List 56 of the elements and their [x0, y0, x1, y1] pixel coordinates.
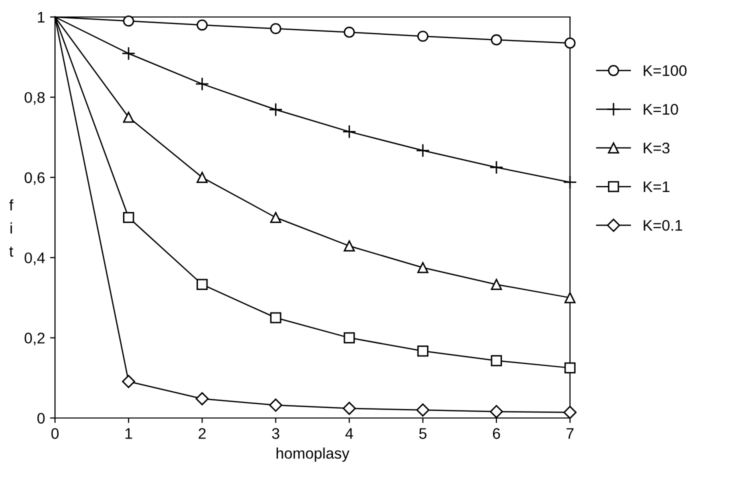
point: [268, 102, 283, 117]
point: [196, 392, 209, 406]
point: [342, 402, 356, 415]
point: [270, 23, 282, 34]
point: [270, 312, 282, 324]
legend-label: K=0.1: [644, 220, 682, 231]
x-tick-label: 6: [492, 428, 500, 439]
point: [417, 262, 428, 274]
point: [123, 112, 134, 123]
legend-label: K=10: [644, 104, 678, 115]
point: [123, 212, 134, 224]
point: [564, 362, 576, 374]
point: [490, 278, 502, 290]
x-axis-title: homoplasy: [276, 448, 350, 462]
point: [195, 77, 210, 91]
point: [269, 398, 282, 412]
point: [490, 34, 502, 46]
point: [123, 15, 134, 27]
y-tick-label: 0,8: [24, 92, 45, 105]
legend-label: K=100: [644, 65, 687, 76]
point: [564, 38, 576, 49]
x-tick-label: 4: [345, 428, 354, 439]
point: [563, 406, 577, 419]
point: [270, 212, 282, 224]
point: [122, 46, 136, 60]
point: [489, 160, 504, 174]
point: [416, 403, 430, 417]
point: [490, 355, 502, 366]
point: [344, 240, 355, 252]
point: [564, 292, 576, 304]
point: [342, 124, 356, 139]
point: [416, 144, 430, 158]
x-tick-label: 2: [198, 428, 206, 439]
x-tick-label: 3: [272, 428, 280, 439]
point: [417, 345, 428, 357]
point: [490, 404, 504, 418]
x-tick-label: 0: [51, 428, 59, 439]
legend-label: K=3: [644, 142, 670, 154]
point: [196, 278, 208, 290]
point: [344, 26, 355, 38]
x-tick-label: 1: [125, 428, 132, 439]
y-tick-label: 0,4: [24, 252, 45, 266]
point: [196, 172, 208, 183]
x-tick-label: 5: [419, 428, 426, 439]
point: [196, 19, 208, 31]
y-tick-label: 1: [38, 12, 45, 23]
legend-label: K=1: [644, 181, 670, 192]
x-tick-label: 7: [566, 428, 574, 439]
point: [122, 374, 136, 388]
point: [563, 175, 577, 190]
y-tick-label: 0,2: [24, 332, 45, 346]
y-axis-title: fit: [9, 199, 14, 257]
point: [417, 30, 428, 42]
y-tick-label: 0,6: [24, 172, 45, 185]
y-tick-label: 0: [37, 412, 45, 424]
point: [344, 332, 355, 344]
